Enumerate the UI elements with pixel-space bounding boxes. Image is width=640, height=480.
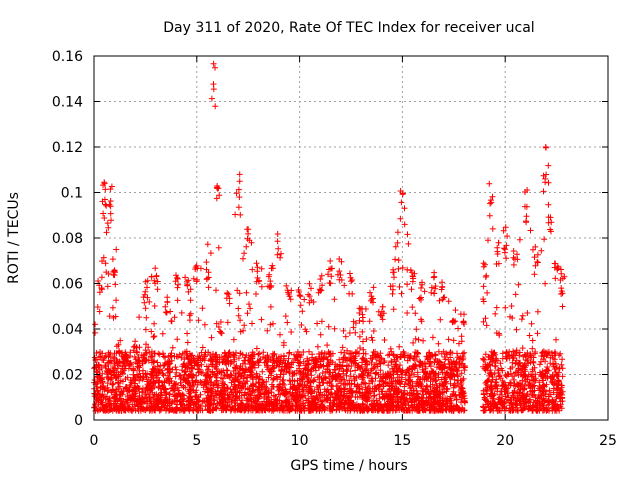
y-axis-label: ROTI / TECUs xyxy=(6,192,22,284)
y-tick-label: 0.12 xyxy=(52,140,83,156)
axis-ticks xyxy=(93,55,609,421)
y-tick-label: 0.04 xyxy=(52,322,83,338)
x-tick-label: 20 xyxy=(496,433,514,449)
x-tick-label: 10 xyxy=(291,433,309,449)
x-tick-label: 15 xyxy=(393,433,411,449)
y-tick-labels: 0 0.02 0.04 0.06 0.08 0.1 0.12 0.14 0.16 xyxy=(52,49,83,429)
x-axis-label: GPS time / hours xyxy=(290,458,407,474)
chart-title: Day 311 of 2020, Rate Of TEC Index for r… xyxy=(163,20,534,36)
y-tick-label: 0.14 xyxy=(52,95,83,111)
x-tick-labels: 0 5 10 15 20 25 xyxy=(90,433,617,449)
x-tick-label: 0 xyxy=(90,433,99,449)
roti-plus-markers xyxy=(91,60,568,414)
x-tick-label: 25 xyxy=(599,433,617,449)
data-points xyxy=(91,60,568,414)
y-tick-label: 0.06 xyxy=(52,277,83,293)
y-tick-label: 0 xyxy=(74,413,83,429)
y-tick-label: 0.1 xyxy=(61,186,83,202)
y-tick-label: 0.08 xyxy=(52,231,83,247)
x-tick-label: 5 xyxy=(192,433,201,449)
y-tick-label: 0.02 xyxy=(52,368,83,384)
y-tick-label: 0.16 xyxy=(52,49,83,65)
